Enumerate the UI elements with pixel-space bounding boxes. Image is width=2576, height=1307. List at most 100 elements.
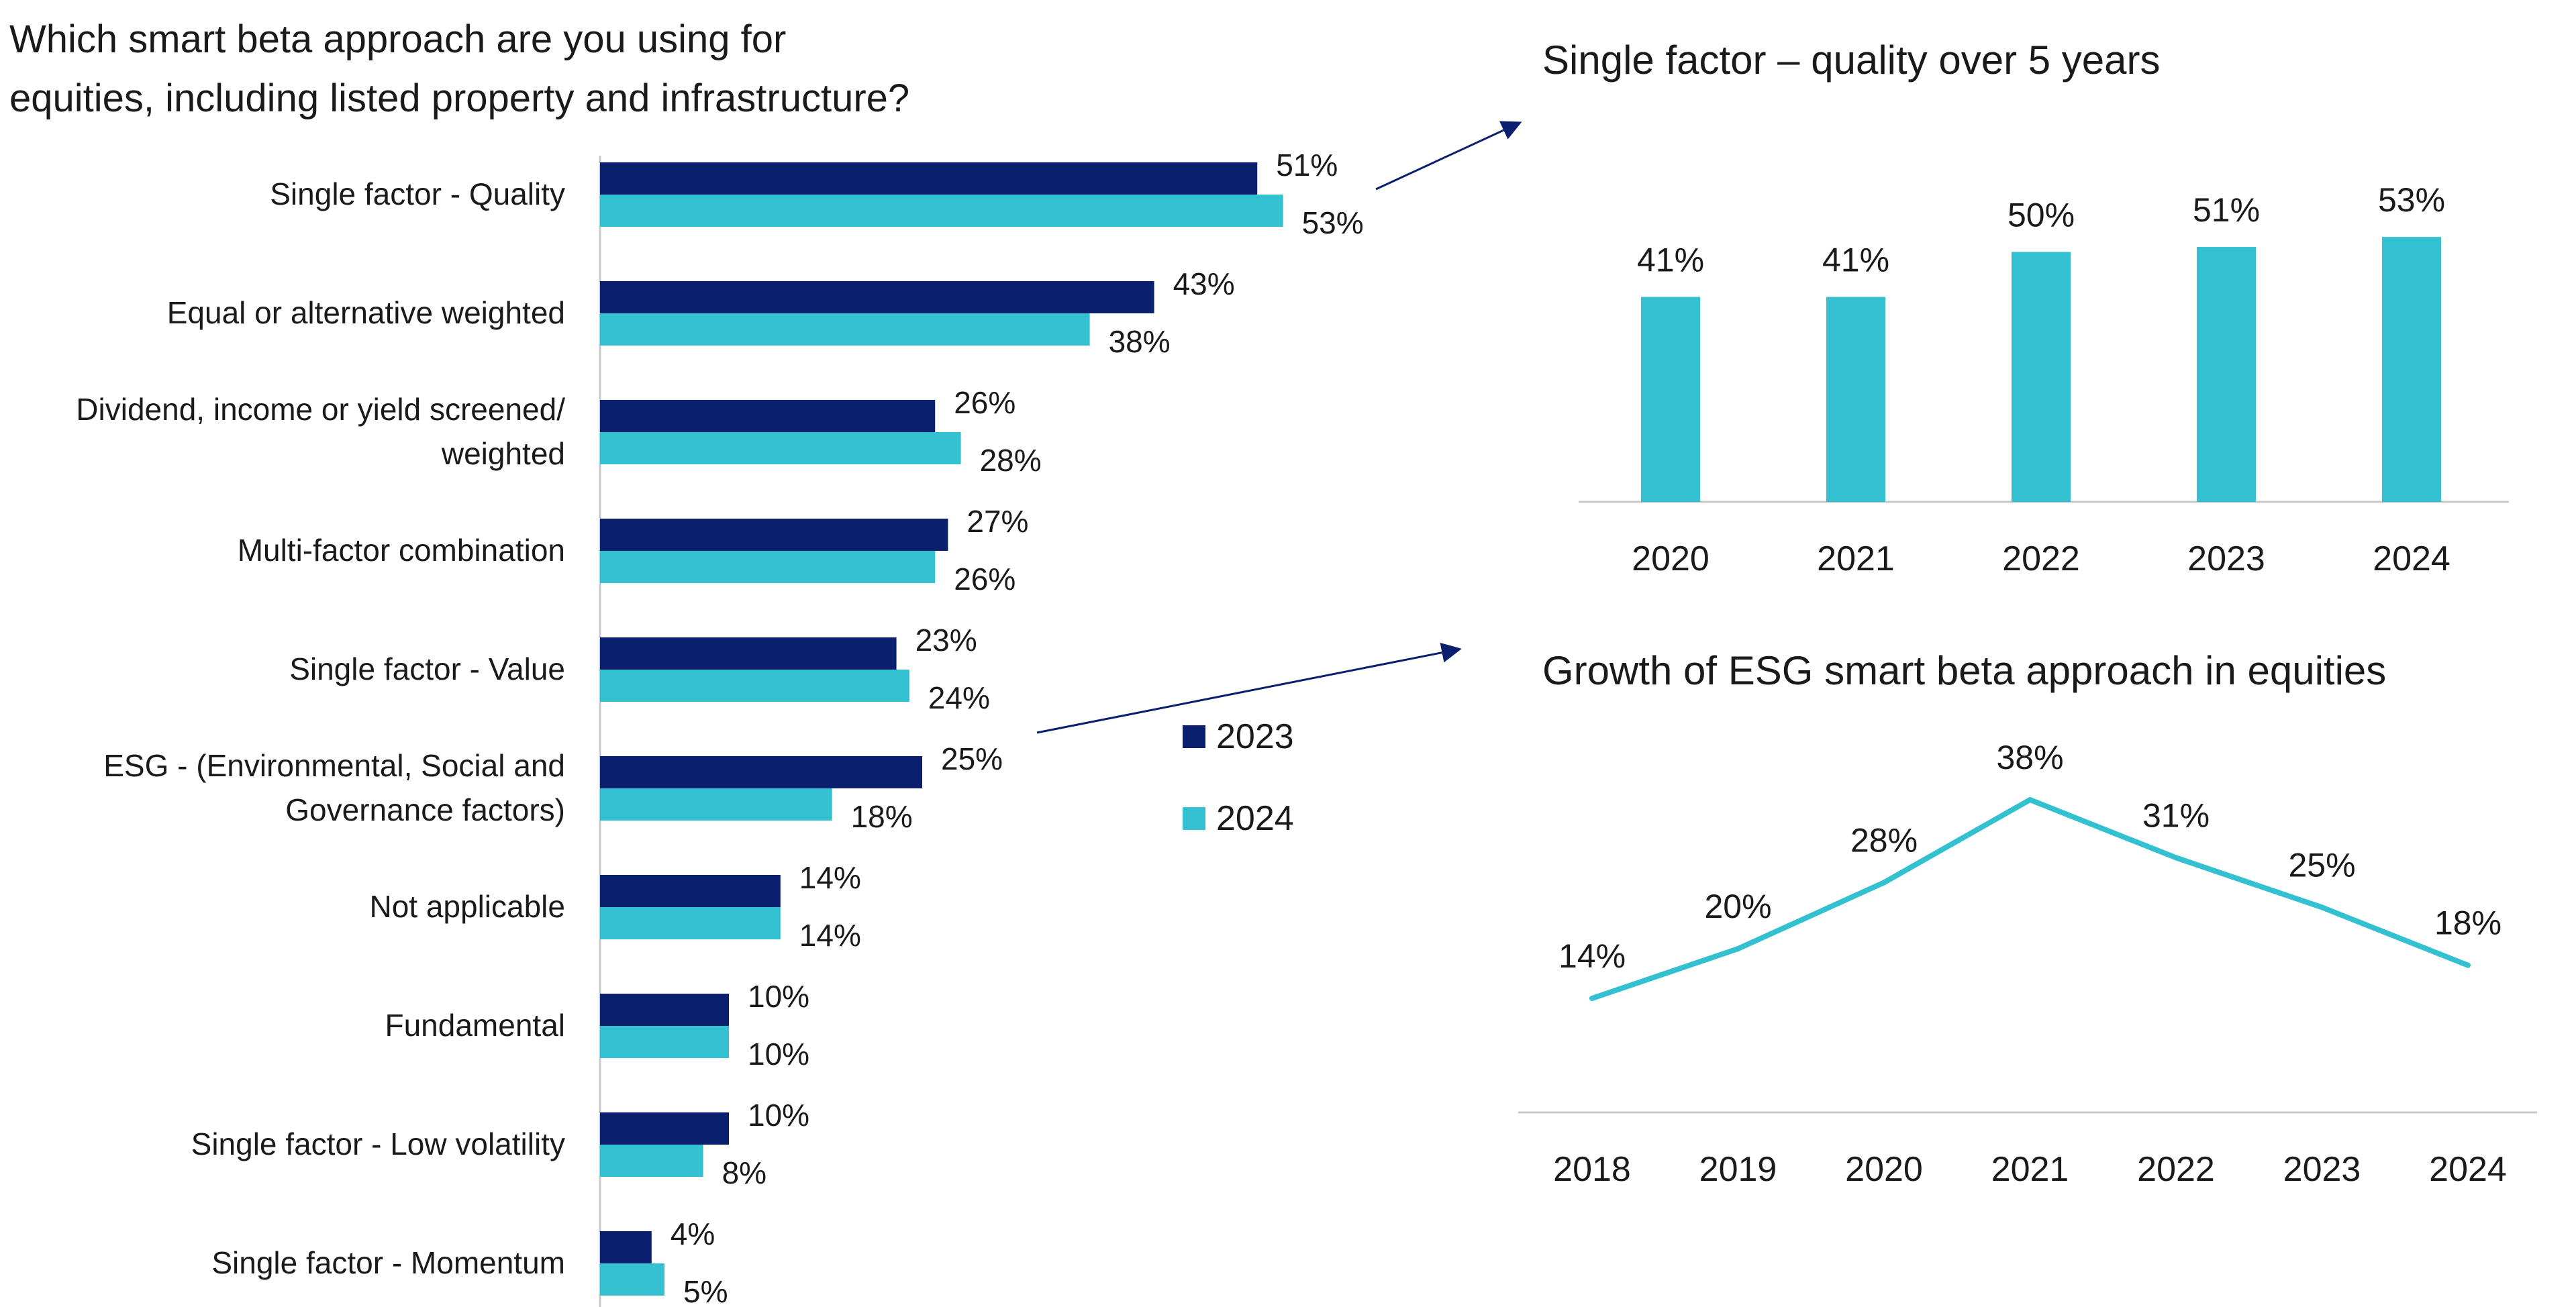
left-category-label: Single factor - Low volatility	[191, 1127, 565, 1161]
esg-value-label: 31%	[2142, 796, 2210, 834]
left-chart-title: Which smart beta approach are you using …	[9, 17, 909, 120]
esg-x-tick-label: 2024	[2429, 1150, 2507, 1189]
left-title-line: Which smart beta approach are you using …	[9, 17, 786, 61]
left-category-label: Not applicable	[369, 889, 565, 924]
left-category-label-line: Dividend, income or yield screened/	[76, 392, 565, 427]
left-category-label: Single factor - Momentum	[211, 1245, 565, 1280]
quality-bars: 41% 2020 41% 2021 50% 2022 51% 2023 53% 2024	[1632, 181, 2450, 578]
left-bar-2023	[600, 281, 1154, 313]
esg-x-tick-label: 2018	[1553, 1150, 1631, 1189]
left-category-label-line: Single factor - Low volatility	[191, 1127, 565, 1161]
esg-x-tick-label: 2019	[1699, 1150, 1777, 1189]
left-category-label: Dividend, income or yield screened/weigh…	[76, 392, 565, 471]
left-category-label-line: Single factor - Value	[289, 651, 565, 686]
left-bar-2024	[600, 551, 936, 583]
quality-bar	[1641, 297, 1700, 502]
left-bar-2023	[600, 994, 729, 1026]
legend-label-2023: 2023	[1216, 717, 1294, 756]
left-category-label-line: Fundamental	[385, 1008, 566, 1043]
left-bar-2024	[600, 907, 781, 939]
left-bar-2023	[600, 637, 897, 670]
left-bar-2024	[600, 1263, 664, 1296]
left-category-label-line: Equal or alternative weighted	[167, 295, 565, 330]
quality-value-label: 41%	[1637, 242, 1704, 279]
left-category-label-line: ESG - (Environmental, Social and	[103, 748, 565, 783]
left-category-label: Single factor - Value	[289, 651, 565, 686]
left-bar-2023	[600, 875, 781, 907]
left-bar-2024	[600, 788, 832, 821]
esg-point	[1735, 946, 1741, 951]
left-bar-2023	[600, 1231, 652, 1263]
quality-x-tick-label: 2024	[2373, 539, 2450, 578]
left-value-label-2024: 28%	[980, 443, 1042, 478]
esg-point	[2465, 962, 2471, 968]
left-bar-2024	[600, 313, 1090, 346]
left-category-label-line: Not applicable	[369, 889, 565, 924]
esg-value-label: 28%	[1850, 821, 1918, 859]
left-legend: 2023 2024	[1183, 717, 1294, 838]
quality-x-tick-label: 2022	[2002, 539, 2080, 578]
esg-value-label: 25%	[2288, 846, 2355, 884]
left-category-label: Fundamental	[385, 1008, 566, 1043]
esg-x-tick-label: 2021	[1991, 1150, 2069, 1189]
left-value-label-2024: 26%	[954, 562, 1015, 596]
quality-bar	[1826, 297, 1885, 502]
left-bars	[600, 162, 1283, 1296]
connector-arrow-esg	[1036, 642, 1462, 734]
legend-swatch-2024	[1183, 807, 1205, 830]
left-value-label-2024: 53%	[1302, 205, 1364, 240]
left-bar-2024	[600, 432, 961, 464]
left-value-label-2024: 38%	[1109, 324, 1171, 359]
left-value-label-2023: 4%	[671, 1216, 715, 1251]
esg-x-tick-label: 2020	[1845, 1150, 1923, 1189]
left-category-labels: Single factor - Quality Equal or alternat…	[76, 176, 565, 1280]
esg-x-tick-label: 2023	[2283, 1150, 2361, 1189]
quality-x-tick-label: 2020	[1632, 539, 1710, 578]
esg-chart-title: Growth of ESG smart beta approach in equ…	[1542, 648, 2386, 693]
left-category-label-line: Multi-factor combination	[238, 533, 565, 568]
left-value-label-2024: 10%	[748, 1037, 809, 1071]
left-value-label-2023: 26%	[954, 385, 1015, 420]
quality-x-tick-label: 2023	[2187, 539, 2265, 578]
left-value-label-2023: 51%	[1276, 148, 1338, 182]
connector-arrow-quality	[1375, 121, 1522, 191]
legend-label-2024: 2024	[1216, 799, 1294, 838]
quality-bar	[2012, 252, 2071, 502]
left-value-label-2023: 25%	[941, 741, 1003, 776]
quality-bar	[2382, 237, 2441, 502]
left-category-label: ESG - (Environmental, Social and Governan…	[103, 748, 565, 827]
left-value-labels: 51% 53% 43%38% 26% 28% 27% 26% 23% 24% 25% 18% 14% 1…	[671, 148, 1364, 1307]
esg-point	[1881, 880, 1887, 886]
quality-value-label: 50%	[2008, 197, 2075, 234]
left-chart: Which smart beta approach are you using …	[9, 17, 1364, 1307]
legend-swatch-2023	[1183, 725, 1205, 748]
esg-point	[2319, 904, 2325, 910]
left-value-label-2023: 10%	[748, 1098, 809, 1133]
left-value-label-2023: 23%	[915, 623, 977, 658]
left-category-label-line: Single factor - Quality	[270, 176, 565, 211]
left-bar-2024	[600, 195, 1283, 227]
left-value-label-2024: 8%	[722, 1155, 766, 1190]
left-bar-2024	[600, 1026, 729, 1058]
left-category-label-line: weighted	[441, 436, 565, 471]
left-bar-2023	[600, 1112, 729, 1145]
left-value-label-2023: 43%	[1173, 266, 1235, 301]
quality-bar	[2197, 247, 2256, 502]
left-category-label: Multi-factor combination	[238, 533, 565, 568]
quality-chart: Single factor – quality over 5 years 41%…	[1542, 38, 2509, 578]
left-value-label-2024: 14%	[799, 918, 861, 953]
quality-chart-title: Single factor – quality over 5 years	[1542, 38, 2160, 83]
esg-value-label: 14%	[1558, 937, 1626, 975]
left-value-label-2023: 10%	[748, 979, 809, 1014]
left-category-label-line: Single factor - Momentum	[211, 1245, 565, 1280]
left-category-label-line: Governance factors)	[285, 792, 565, 827]
esg-line-series: 14% 2018 20% 2019 28% 2020 38% 2021 31% 2022 25% 20…	[1553, 739, 2507, 1189]
left-bar-2023	[600, 756, 922, 788]
quality-value-label: 53%	[2378, 181, 2445, 219]
esg-x-tick-label: 2022	[2137, 1150, 2215, 1189]
left-value-label-2024: 18%	[851, 799, 913, 834]
quality-value-label: 51%	[2193, 191, 2260, 229]
left-category-label: Equal or alternative weighted	[167, 295, 565, 330]
left-value-label-2023: 27%	[967, 504, 1028, 539]
